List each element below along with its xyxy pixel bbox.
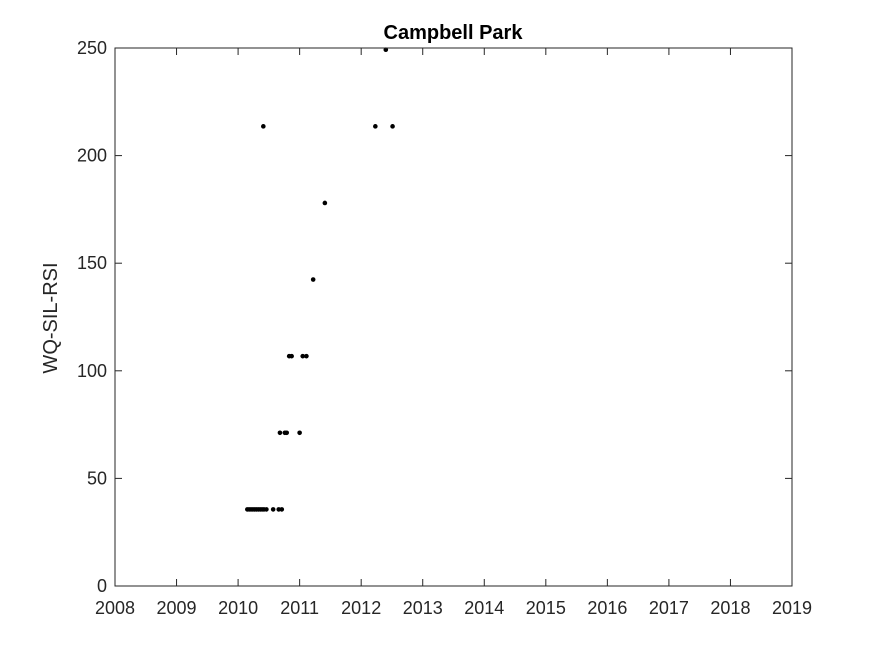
data-point bbox=[322, 200, 328, 206]
x-tick-label: 2017 bbox=[649, 598, 689, 618]
x-tick-label: 2013 bbox=[403, 598, 443, 618]
data-point bbox=[279, 507, 285, 512]
x-tick-label: 2019 bbox=[772, 598, 812, 618]
x-tick-label: 2018 bbox=[710, 598, 750, 618]
x-tick-label: 2011 bbox=[280, 598, 319, 618]
data-point bbox=[261, 124, 266, 129]
data-points bbox=[245, 47, 395, 512]
y-tick-label: 150 bbox=[77, 253, 107, 273]
data-point bbox=[390, 124, 395, 129]
data-point bbox=[284, 430, 290, 436]
x-tick-label: 2008 bbox=[95, 598, 135, 618]
data-point bbox=[270, 507, 276, 512]
x-tick-label: 2010 bbox=[218, 598, 258, 618]
data-point bbox=[277, 430, 283, 436]
x-tick-label: 2015 bbox=[526, 598, 566, 618]
y-tick-label: 250 bbox=[77, 38, 107, 58]
x-tick-label: 2009 bbox=[157, 598, 197, 618]
data-point bbox=[383, 47, 389, 53]
data-point bbox=[297, 430, 302, 436]
y-tick-label: 0 bbox=[97, 576, 107, 596]
data-point bbox=[310, 277, 316, 282]
data-point bbox=[289, 353, 294, 359]
chart-title: Campbell Park bbox=[384, 22, 524, 44]
data-point bbox=[300, 353, 306, 359]
axis-ticks: 2008 2009 2010 2011 2012 2013 2014 2015 2016 2017… bbox=[77, 38, 812, 618]
x-tick-label: 2014 bbox=[464, 598, 504, 618]
data-point bbox=[264, 507, 269, 512]
y-tick-label: 100 bbox=[77, 361, 107, 381]
y-tick-label: 200 bbox=[77, 146, 107, 166]
x-tick-label: 2016 bbox=[587, 598, 627, 618]
y-tick-label: 50 bbox=[87, 468, 107, 488]
x-tick-label: 2012 bbox=[341, 598, 381, 618]
data-point bbox=[373, 124, 378, 129]
plot-area-frame bbox=[114, 47, 793, 587]
y-axis-label: WQ-SIL-RSI bbox=[40, 262, 62, 373]
data-point bbox=[304, 353, 309, 359]
